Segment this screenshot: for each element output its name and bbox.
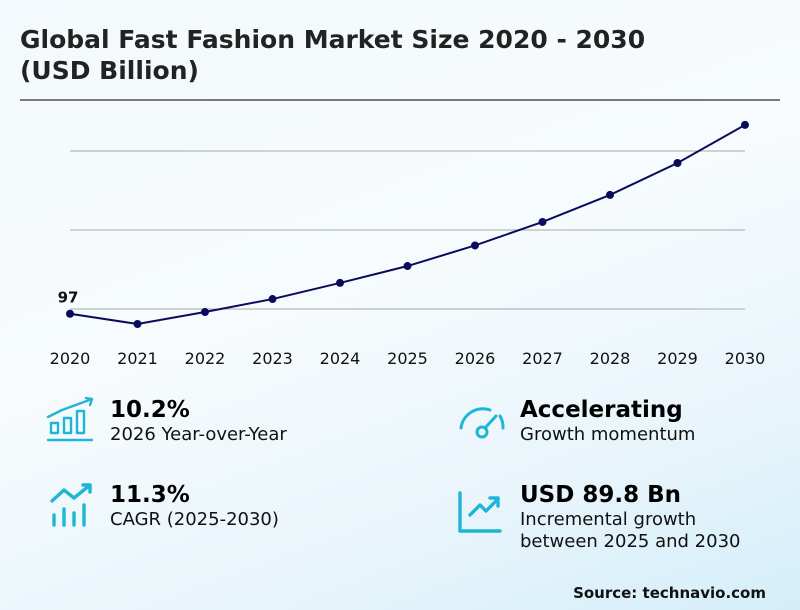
x-axis-label: 2022 — [185, 349, 226, 368]
stat-yoy: 10.2% 2026 Year-over-Year — [44, 396, 287, 446]
x-axis-label: 2030 — [725, 349, 766, 368]
speedometer-icon — [459, 407, 505, 439]
data-label: 97 — [58, 289, 79, 307]
data-point — [268, 295, 277, 304]
stat-cagr: 11.3% CAGR (2025-2030) — [48, 481, 279, 531]
title-line-1: Global Fast Fashion Market Size 2020 - 2… — [20, 25, 646, 54]
stat-label: 2026 Year-over-Year — [110, 424, 287, 445]
line-chart-up-icon — [458, 491, 502, 533]
stat-incremental: USD 89.8 Bn Incremental growth between 2… — [456, 481, 740, 553]
x-axis-label: 2028 — [590, 349, 631, 368]
data-point — [673, 159, 682, 168]
data-point — [66, 309, 74, 318]
data-point — [471, 241, 479, 250]
growth-chart-icon — [50, 483, 92, 527]
data-point — [403, 262, 412, 271]
data-points — [66, 120, 749, 329]
x-axis-label: 2021 — [117, 349, 158, 368]
data-point — [538, 217, 547, 226]
stat-label: CAGR (2025-2030) — [110, 509, 279, 530]
x-axis-label: 2020 — [50, 349, 91, 368]
data-annotations: 97 — [58, 289, 79, 307]
x-axis-label: 2025 — [387, 349, 428, 368]
x-axis-label: 2029 — [657, 349, 698, 368]
stat-value: Accelerating — [520, 397, 683, 423]
x-axis-label: 2024 — [320, 349, 361, 368]
stat-momentum: Accelerating Growth momentum — [456, 396, 695, 446]
gridlines — [70, 150, 745, 310]
chart-title: Global Fast Fashion Market Size 2020 - 2… — [20, 24, 780, 86]
stat-label: Growth momentum — [520, 424, 696, 445]
series-line — [69, 124, 746, 326]
line-chart: 2020 2021 2022 2023 2024 2025 2026 2027 2028 2029… — [50, 120, 766, 368]
bar-chart-trend-icon — [46, 396, 94, 442]
data-point — [201, 308, 209, 317]
data-point — [336, 278, 344, 287]
stat-value: 10.2% — [110, 397, 190, 423]
title-line-2: (USD Billion) — [20, 56, 199, 85]
stat-label: Incremental growth between 2025 and 2030 — [520, 509, 741, 552]
title-divider — [20, 99, 780, 101]
x-axis-label: 2027 — [522, 349, 563, 368]
data-point — [606, 190, 614, 199]
x-axis-label: 2026 — [455, 349, 496, 368]
x-axis-labels: 2020 2021 2022 2023 2024 2025 2026 2027 2028 2029… — [50, 349, 766, 368]
stat-value: 11.3% — [110, 482, 190, 508]
stat-value: USD 89.8 Bn — [520, 482, 681, 508]
x-axis-label: 2023 — [252, 349, 293, 368]
data-point — [741, 120, 749, 129]
data-point — [133, 320, 142, 329]
source-credit: Source: technavio.com — [573, 584, 766, 602]
